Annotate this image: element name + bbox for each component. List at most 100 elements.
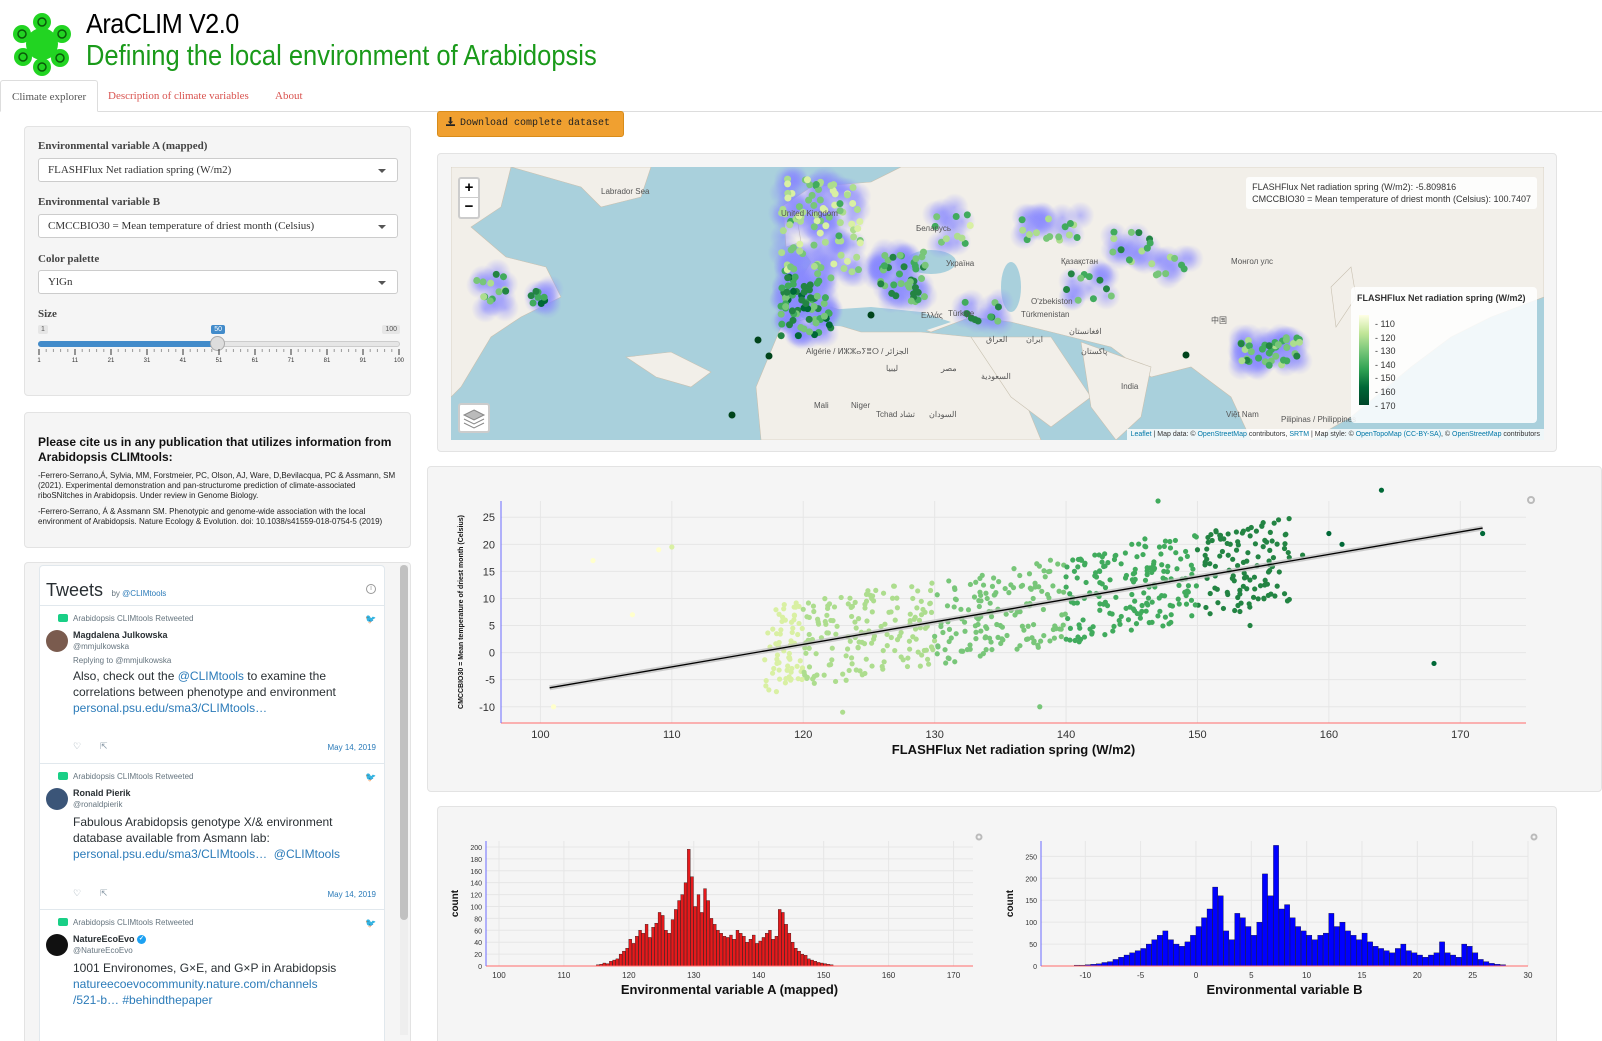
twitter-bird-icon[interactable]: 🐦 xyxy=(365,614,377,624)
scatter-point xyxy=(1261,595,1267,601)
tweet-mention-link[interactable]: @CLIMtools xyxy=(177,669,244,683)
retweet-icon xyxy=(58,772,68,780)
attrib-leaflet-link[interactable]: Leaflet xyxy=(1130,431,1152,438)
scatter-point xyxy=(1046,595,1052,601)
leaflet-map[interactable]: Беларусь Україна Қазақстан Монгол улс O'zbek… xyxy=(451,167,1544,440)
like-icon[interactable]: ♡ xyxy=(73,888,82,898)
size-slider[interactable]: 1 100 50 1 11 21 31 41 51 61 71 81 91 100 xyxy=(37,325,404,375)
map-point xyxy=(796,247,804,255)
map-points[interactable] xyxy=(465,167,1313,419)
var-b-label: Environmental variable B xyxy=(38,196,161,208)
tweet-author-name[interactable]: Magdalena Julkowska xyxy=(73,630,168,640)
map-point xyxy=(1065,231,1073,239)
map-point xyxy=(805,315,813,323)
share-icon[interactable]: ⇱ xyxy=(100,741,108,751)
zoom-in-button[interactable]: + xyxy=(460,179,478,198)
tweet-mention-link[interactable]: @CLIMtools xyxy=(273,847,340,861)
avatar[interactable] xyxy=(46,788,68,810)
y-axis-title: count xyxy=(1005,889,1016,917)
tweet-author-name[interactable]: NatureEcoEvo ✓ xyxy=(73,934,147,945)
map-point xyxy=(840,264,848,272)
scatter-point xyxy=(1122,550,1128,556)
tweet-url-link[interactable]: /521-b… xyxy=(73,993,120,1007)
tweet-url-link[interactable]: personal.psu.edu/sma3/CLIMtools… xyxy=(73,847,268,861)
tweet-url-link[interactable]: personal.psu.edu/sma3/CLIMtools… xyxy=(73,701,268,715)
scatter-point xyxy=(1165,563,1171,569)
map-point xyxy=(492,270,500,278)
scatter-point xyxy=(797,658,803,664)
map-point xyxy=(1061,223,1069,231)
attrib-otm-link[interactable]: OpenTopoMap xyxy=(1355,431,1402,438)
tweet[interactable]: Arabidopsis CLIMtools Retweeted 🐦 Nature… xyxy=(40,910,384,1040)
legend-tick-label: - 130 xyxy=(1375,346,1396,357)
attrib-osm-link[interactable]: OpenStreetMap xyxy=(1452,431,1502,438)
tab-description-of-climate-variables[interactable]: Description of climate variables xyxy=(108,90,249,102)
zoom-out-button[interactable]: − xyxy=(464,198,474,215)
histogram-bar xyxy=(683,882,688,967)
avatar[interactable] xyxy=(46,630,68,652)
tweet-url-link[interactable]: natureecoevocommunity.nature.com/channel… xyxy=(73,977,318,991)
scatter-plot[interactable]: 100 110 120 130 140 150 160 170 -10 -5 0 5 10 15 20 25 F… xyxy=(428,467,1601,791)
y-tick-label: 15 xyxy=(483,566,495,578)
scatter-point xyxy=(1111,623,1117,630)
map-point xyxy=(794,332,802,340)
scatter-point xyxy=(1193,534,1199,540)
share-icon[interactable]: ⇱ xyxy=(100,888,108,898)
histogram-bar xyxy=(690,876,694,967)
map-point xyxy=(821,294,829,302)
tweet[interactable]: Arabidopsis CLIMtools Retweeted 🐦 Ronald… xyxy=(40,764,384,910)
slider-tick-label: 61 xyxy=(251,358,259,364)
map-point xyxy=(900,263,908,271)
tab-climate-explorer[interactable]: Climate explorer xyxy=(0,80,99,112)
var-a-select[interactable]: FLASHFlux Net radiation spring (W/m2) xyxy=(38,158,398,182)
timeline-account-link[interactable]: @CLIMtools xyxy=(122,589,167,598)
map-point xyxy=(1237,340,1245,348)
histogram-variable-a[interactable]: 100 110 120 130 140 150 160 170 0 20 40 60 80 100 120 1… xyxy=(438,807,998,1041)
tweet-author-name[interactable]: Ronald Pierik xyxy=(73,788,131,798)
tab-about[interactable]: About xyxy=(275,90,303,102)
tweet-author-handle[interactable]: @NatureEcoEvo xyxy=(73,946,133,955)
scatter-point xyxy=(781,606,787,612)
attrib-srtm-link[interactable]: SRTM xyxy=(1289,431,1310,438)
layers-control[interactable] xyxy=(458,403,490,433)
twitter-bird-icon[interactable]: 🐦 xyxy=(365,918,377,928)
tweet-hashtag-link[interactable]: #behindthepaper xyxy=(122,993,213,1007)
scatter-point xyxy=(1183,601,1190,607)
tweet[interactable]: Arabidopsis CLIMtools Retweeted 🐦 Magdal… xyxy=(40,606,384,764)
avatar[interactable] xyxy=(46,934,68,956)
twitter-bird-icon[interactable]: 🐦 xyxy=(365,772,377,782)
palette-select[interactable]: YlGn xyxy=(38,270,398,294)
scatter-point xyxy=(1192,602,1198,608)
histogram-bars xyxy=(596,849,834,967)
histogram-bar xyxy=(752,934,756,967)
var-b-select[interactable]: CMCCBIO30 = Mean temperature of driest m… xyxy=(38,214,398,238)
histogram-bar xyxy=(761,937,766,967)
tweet-date[interactable]: May 14, 2019 xyxy=(327,890,376,899)
map-base-layer[interactable] xyxy=(451,167,1544,440)
scatter-point xyxy=(910,595,916,602)
map-point xyxy=(1018,216,1026,224)
histogram-variable-b[interactable]: -10 -5 0 5 10 15 20 25 30 0 50 100 150 200 250 Environm… xyxy=(998,807,1558,1041)
tweets-scrollbar[interactable] xyxy=(400,565,408,1035)
map-point xyxy=(795,203,803,211)
tweet-author-handle[interactable]: @ronaldpierik xyxy=(73,800,123,809)
histogram-bar xyxy=(1184,941,1191,967)
histogram-bar xyxy=(644,924,649,967)
slider-handle[interactable] xyxy=(210,336,226,351)
scrollbar-thumb[interactable] xyxy=(400,565,408,920)
verified-icon: ✓ xyxy=(137,935,147,945)
tweet-author-handle[interactable]: @mmjulkowska xyxy=(73,642,130,651)
scatter-point xyxy=(1262,577,1268,583)
attrib-ccbysa-link[interactable]: (CC-BY-SA) xyxy=(1403,431,1442,438)
tweet-author-name-text[interactable]: NatureEcoEvo xyxy=(73,934,135,944)
tweet-date[interactable]: May 14, 2019 xyxy=(327,743,376,752)
download-dataset-button[interactable]: Download complete dataset xyxy=(437,111,624,137)
like-icon[interactable]: ♡ xyxy=(73,741,82,751)
map-point xyxy=(1074,296,1082,304)
histogram-bar xyxy=(667,933,671,967)
info-icon[interactable]: i xyxy=(366,584,376,594)
map-point xyxy=(849,199,857,207)
map-place-label: Mali xyxy=(814,401,829,410)
attrib-osm-link[interactable]: OpenStreetMap xyxy=(1197,431,1247,438)
map-point xyxy=(786,221,794,229)
